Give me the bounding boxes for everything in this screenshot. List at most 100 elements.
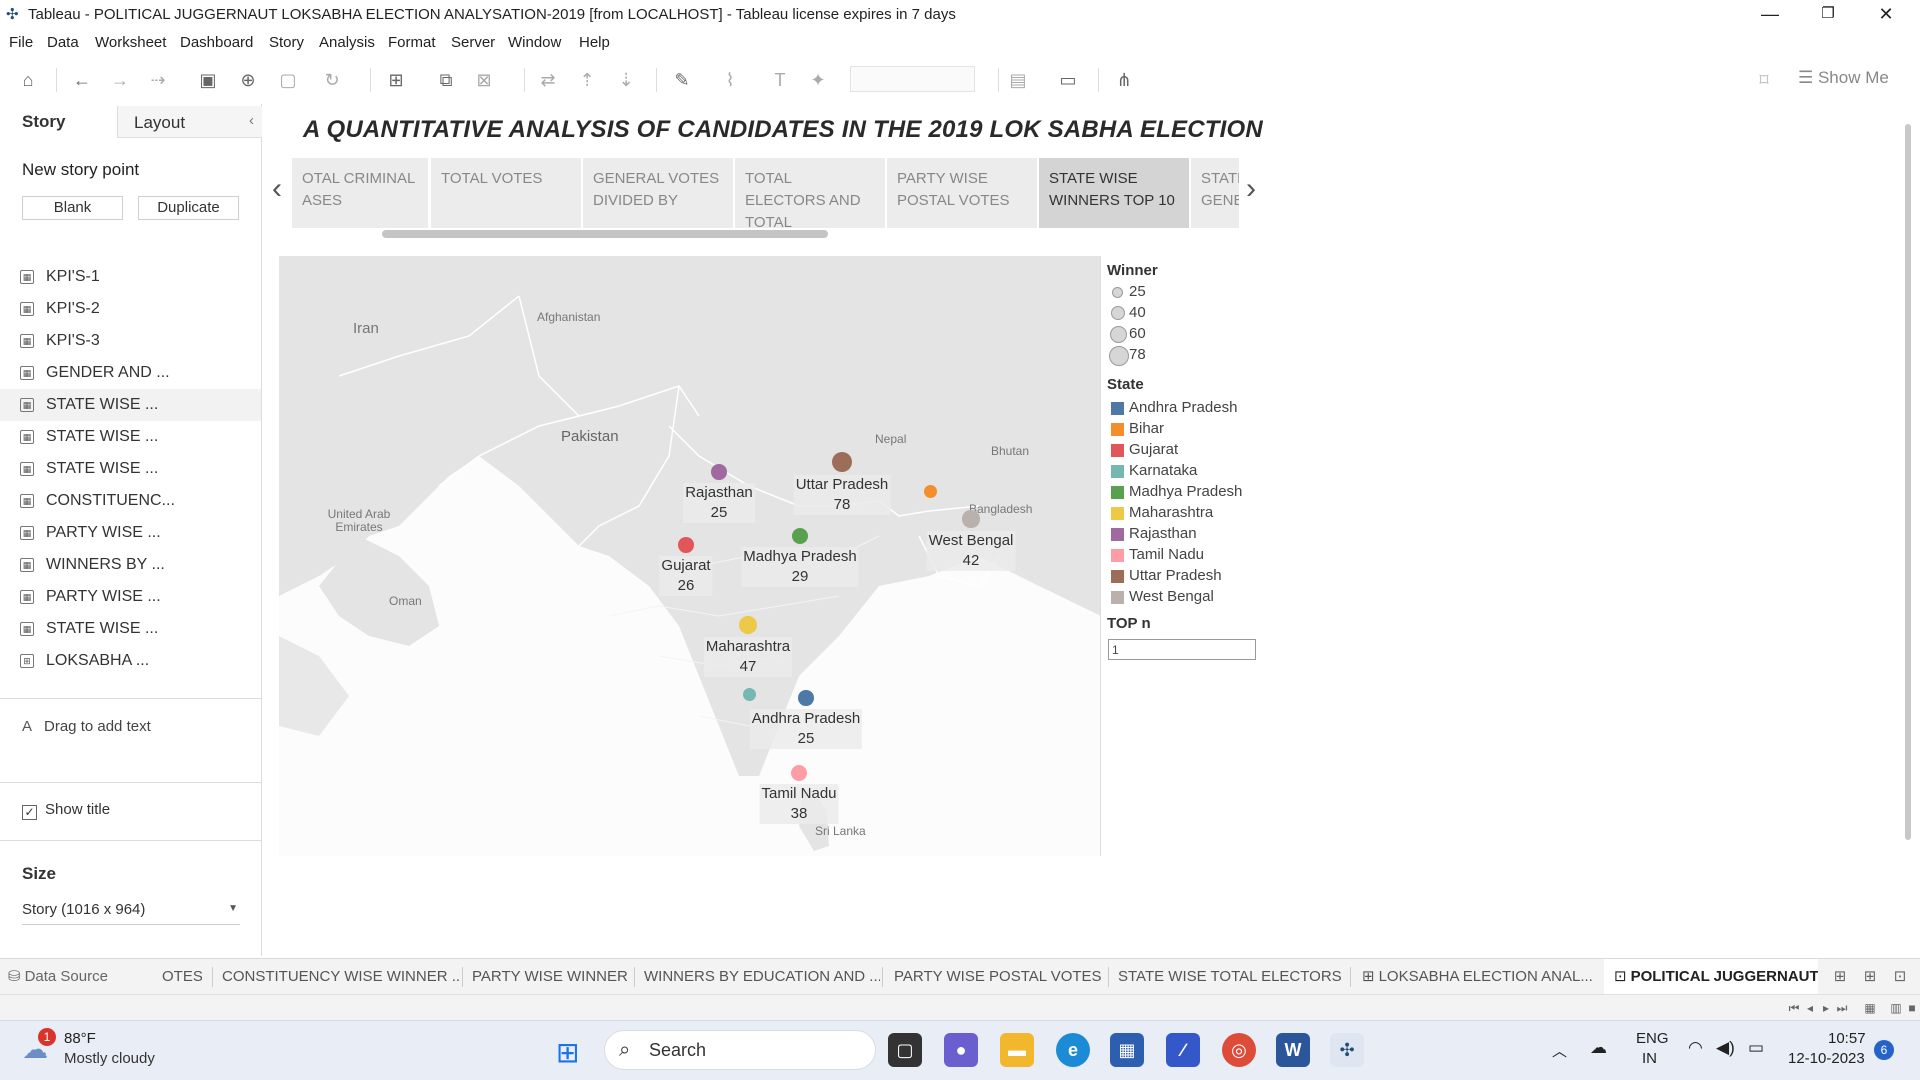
sheet-tab[interactable]: STATE WISE TOTAL ELECTORS: [1118, 968, 1342, 985]
sheet-tab[interactable]: CONSTITUENCY WISE WINNER ...: [222, 968, 460, 985]
highlight-icon[interactable]: ✎: [674, 70, 690, 90]
sheet-tab[interactable]: PARTY WISE POSTAL VOTES: [894, 968, 1102, 985]
menu-worksheet[interactable]: Worksheet: [95, 34, 167, 51]
sheet-item[interactable]: ▦ CONSTITUENC...: [0, 485, 261, 517]
save-icon[interactable]: ▣: [199, 70, 217, 90]
clock-time[interactable]: 10:57: [1828, 1030, 1866, 1047]
menu-dashboard[interactable]: Dashboard: [180, 34, 254, 51]
sheet-item[interactable]: ▦ STATE WISE ...: [0, 613, 261, 645]
wifi-icon[interactable]: ◠: [1688, 1038, 1703, 1057]
tab-story[interactable]: Story: [0, 104, 117, 138]
pin-icon[interactable]: ✦: [810, 70, 826, 90]
blank-button[interactable]: Blank: [22, 196, 123, 220]
story-nav-scrollbar[interactable]: [382, 230, 828, 238]
sheet-item[interactable]: ▦ PARTY WISE ...: [0, 581, 261, 613]
menu-help[interactable]: Help: [579, 34, 610, 51]
state-legend-item[interactable]: Bihar: [1107, 419, 1164, 439]
tray-overflow-chevron-icon[interactable]: ︿: [1552, 1043, 1568, 1060]
refresh-icon[interactable]: ↻: [324, 70, 340, 90]
story-point-state-general[interactable]: STATE GENE: [1191, 158, 1239, 228]
map-view[interactable]: Iran Afghanistan Pakistan Nepal Bhutan B…: [279, 256, 1101, 856]
pen-app-icon[interactable]: ∕: [1166, 1033, 1200, 1067]
prev-sheet-icon[interactable]: ◂: [1806, 1001, 1814, 1015]
battery-icon[interactable]: ▭: [1748, 1038, 1765, 1057]
tab-layout[interactable]: Layout ‹: [117, 106, 262, 138]
sheet-item[interactable]: ▦ KPI'S-3: [0, 325, 261, 357]
word-icon[interactable]: W: [1276, 1033, 1310, 1067]
show-me-button[interactable]: ☰ Show Me: [1798, 68, 1889, 88]
size-dropdown[interactable]: Story (1016 x 964) ▼: [22, 901, 240, 925]
format-painter-icon[interactable]: ⌑: [1759, 70, 1769, 90]
show-title-checkbox[interactable]: ✓ Show title: [22, 801, 110, 820]
tab-data-source[interactable]: ⛁ Data Source: [8, 959, 158, 995]
fit-dropdown[interactable]: [850, 66, 975, 92]
topn-input[interactable]: [1108, 639, 1256, 660]
sort-ascending-icon[interactable]: ⇡: [579, 70, 595, 90]
redo-icon[interactable]: →: [111, 70, 129, 90]
weather-temp[interactable]: 88°F: [64, 1030, 96, 1047]
map-mark[interactable]: [798, 690, 814, 706]
menu-server[interactable]: Server: [451, 34, 496, 51]
home-icon[interactable]: ⌂: [22, 70, 34, 90]
map-mark[interactable]: [739, 616, 757, 634]
edge-icon[interactable]: e: [1056, 1033, 1090, 1067]
sheet-tab[interactable]: PARTY WISE WINNER: [472, 968, 628, 985]
windows-start-icon[interactable]: ⊞: [556, 1037, 580, 1068]
new-story-tab-icon[interactable]: ⊡: [1893, 968, 1907, 985]
state-legend-item[interactable]: Rajasthan: [1107, 524, 1197, 544]
map-mark[interactable]: [923, 484, 937, 498]
map-mark[interactable]: [742, 687, 756, 701]
sheet-item[interactable]: ▦ STATE WISE ...: [0, 421, 261, 453]
onedrive-icon[interactable]: ☁: [1590, 1038, 1607, 1057]
prev-story-point-arrow-icon[interactable]: ‹: [272, 172, 282, 205]
story-point-party-wise-postal[interactable]: PARTY WISE POSTAL VOTES: [887, 158, 1037, 228]
sheet-tab[interactable]: WINNERS BY EDUCATION AND ...: [644, 968, 880, 985]
sheet-item[interactable]: ▦ WINNERS BY ...: [0, 549, 261, 581]
duplicate-sheet-icon[interactable]: ⧉: [439, 70, 453, 90]
sort-descending-icon[interactable]: ⇣: [618, 70, 634, 90]
state-legend-item[interactable]: Maharashtra: [1107, 503, 1213, 523]
task-view-icon[interactable]: ▢: [888, 1033, 922, 1067]
new-worksheet-tab-icon[interactable]: ⊞: [1833, 968, 1847, 985]
sheet-sorter-icon[interactable]: ▦: [1864, 1001, 1876, 1015]
menu-file[interactable]: File: [9, 34, 34, 51]
state-legend-item[interactable]: Uttar Pradesh: [1107, 566, 1222, 586]
new-data-source-icon[interactable]: ⊕: [240, 70, 256, 90]
sheet-item[interactable]: ▦ STATE WISE ...: [0, 453, 261, 485]
state-legend-item[interactable]: Karnataka: [1107, 461, 1197, 481]
state-legend-item[interactable]: West Bengal: [1107, 587, 1214, 607]
collapse-chevron-icon[interactable]: ‹: [249, 112, 254, 129]
story-point-total-electors[interactable]: TOTAL ELECTORS AND TOTAL: [735, 158, 885, 228]
chrome-icon[interactable]: ◎: [1222, 1033, 1256, 1067]
undo-icon[interactable]: ←: [73, 70, 91, 90]
swap-icon[interactable]: ⇄: [540, 70, 556, 90]
map-mark[interactable]: [791, 527, 809, 545]
sheet-tab-dashboard[interactable]: ⊞ LOKSABHA ELECTION ANAL...: [1362, 959, 1600, 995]
notification-badge[interactable]: 6: [1874, 1040, 1894, 1060]
tabs-view-icon[interactable]: ■: [1908, 1001, 1916, 1015]
map-mark[interactable]: [790, 764, 808, 782]
share-icon[interactable]: ⋔: [1116, 70, 1132, 90]
last-sheet-icon[interactable]: ⏭: [1836, 1001, 1848, 1015]
sheet-tab[interactable]: OTES: [162, 968, 202, 985]
sheet-item[interactable]: ▦ GENDER AND ...: [0, 357, 261, 389]
map-mark[interactable]: [832, 452, 852, 472]
map-mark[interactable]: [678, 537, 694, 553]
clock-date[interactable]: 12-10-2023: [1788, 1050, 1865, 1067]
show-cards-icon[interactable]: ▤: [1009, 70, 1027, 90]
sheet-item[interactable]: ▦ KPI'S-1: [0, 261, 261, 293]
drag-to-add-text[interactable]: A Drag to add text: [22, 718, 151, 735]
next-story-point-arrow-icon[interactable]: ›: [1246, 172, 1256, 205]
menu-analysis[interactable]: Analysis: [319, 34, 375, 51]
vertical-scrollbar[interactable]: [1905, 124, 1911, 840]
state-legend-item[interactable]: Andhra Pradesh: [1107, 398, 1237, 418]
next-sheet-icon[interactable]: ▸: [1822, 1001, 1830, 1015]
sheet-item[interactable]: ▦ PARTY WISE ...: [0, 517, 261, 549]
sheet-item[interactable]: ⊞ LOKSABHA ...: [0, 645, 261, 677]
story-point-general-votes[interactable]: GENERAL VOTES DIVIDED BY: [583, 158, 733, 228]
story-point-total-votes[interactable]: TOTAL VOTES: [431, 158, 581, 228]
language-in[interactable]: IN: [1642, 1050, 1657, 1067]
map-mark[interactable]: [962, 510, 980, 528]
new-dashboard-tab-icon[interactable]: ⊞: [1863, 968, 1877, 985]
state-legend-item[interactable]: Madhya Pradesh: [1107, 482, 1242, 502]
